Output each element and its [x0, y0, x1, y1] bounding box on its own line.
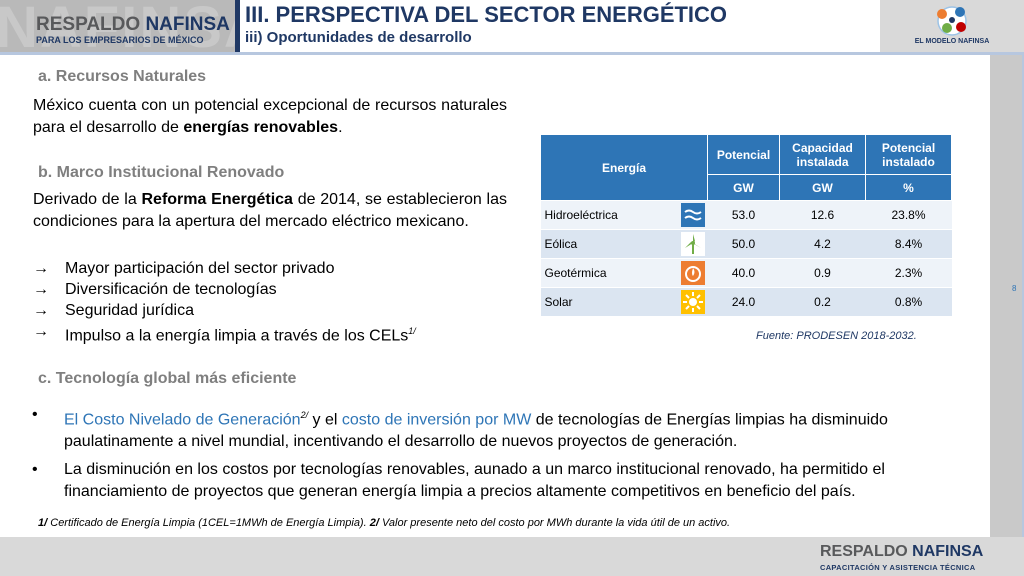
header-watermark: NAFINSA [0, 0, 235, 52]
footer-tagline: CAPACITACIÓN Y ASISTENCIA TÉCNICA [820, 563, 976, 572]
slide-header: NAFINSA RESPALDO NAFINSA PARA LOS EMPRES… [0, 0, 1024, 55]
arrow-icon: → [33, 260, 49, 277]
col-header-potencial-instalado: Potencial instalado [865, 134, 952, 175]
list-item: → Diversificación de tecnologías [33, 281, 277, 298]
footnote-ref: 2/ [300, 410, 309, 420]
energy-potential-table: Energía Potencial Capacidad instalada Po… [540, 134, 952, 317]
table-row: Solar 24.0 0.2 0.8% [540, 287, 952, 317]
section-c-heading: c. Tecnología global más eficiente [38, 370, 297, 387]
reform-benefits-list: → Mayor participación del sector privado … [33, 258, 503, 346]
col-header-potencial: Potencial [707, 134, 780, 175]
modelo-nafinsa-label: EL MODELO NAFINSA [914, 38, 990, 45]
table-row: Geotérmica 40.0 0.9 2.3% [540, 258, 952, 288]
table-row: Eólica 50.0 4.2 8.4% [540, 229, 952, 259]
arrow-icon: → [33, 323, 49, 340]
geothermal-flame-icon [680, 261, 705, 285]
arrow-icon: → [33, 302, 49, 319]
bullet-icon: • [32, 461, 38, 479]
slide-title: III. PERSPECTIVA DEL SECTOR ENERGÉTICO [245, 2, 728, 27]
header-divider [0, 52, 1024, 55]
technology-bullets: • El Costo Nivelado de Generación2/ y el… [32, 404, 954, 509]
list-item: • La disminución en los costos por tecno… [32, 459, 954, 503]
list-item: • El Costo Nivelado de Generación2/ y el… [32, 404, 954, 453]
bullet-icon: • [32, 406, 38, 423]
col-header-energia: Energía [540, 134, 708, 201]
list-item: → Mayor participación del sector privado [33, 260, 335, 277]
modelo-nafinsa-icon [937, 6, 967, 36]
logo-tagline: PARA LOS EMPRESARIOS DE MÉXICO [36, 35, 204, 45]
page-number: 8 [1012, 284, 1017, 293]
arrow-icon: → [33, 281, 49, 298]
modelo-nafinsa-panel: EL MODELO NAFINSA [880, 0, 1024, 52]
list-item: → Seguridad jurídica [33, 302, 194, 319]
table-source: Fuente: PRODESEN 2018-2032. [756, 330, 917, 342]
slide-footer: RESPALDO NAFINSA CAPACITACIÓN Y ASISTENC… [0, 537, 1024, 576]
footnote-ref: 1/ [408, 326, 416, 336]
section-a-heading: a. Recursos Naturales [38, 68, 207, 85]
right-side-band [990, 55, 1024, 537]
unit-gw: GW [707, 174, 780, 201]
slide-subtitle: iii) Oportunidades de desarrollo [245, 29, 472, 46]
section-b-text: Derivado de la Reforma Energética de 201… [33, 191, 508, 230]
col-header-capacidad: Capacidad instalada [779, 134, 866, 175]
header-logo-panel: NAFINSA RESPALDO NAFINSA PARA LOS EMPRES… [0, 0, 235, 52]
water-waves-icon [680, 203, 705, 227]
table-row: Hidroeléctrica 53.0 12.6 23.8% [540, 200, 952, 230]
unit-gw: GW [779, 174, 866, 201]
right-side-line [1022, 55, 1024, 537]
list-item: → Impulso a la energía limpia a través de… [33, 323, 416, 345]
footer-logo: RESPALDO NAFINSA [820, 543, 984, 560]
footnotes: 1/ Certificado de Energía Limpia (1CEL=1… [38, 517, 731, 529]
sun-icon [680, 290, 705, 314]
section-b-heading: b. Marco Institucional Renovado [38, 164, 285, 181]
title-accent-bar [235, 0, 240, 52]
nafinsa-logo: RESPALDO NAFINSA [36, 14, 230, 35]
section-a-text: México cuenta con un potencial excepcion… [33, 97, 507, 136]
unit-percent: % [865, 174, 952, 201]
wind-turbine-icon [680, 232, 705, 256]
